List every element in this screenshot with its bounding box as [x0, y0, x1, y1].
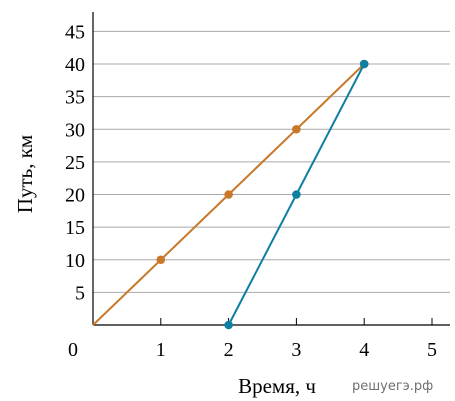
grid — [93, 30, 450, 293]
series-1-point-1 — [156, 255, 166, 265]
y-tick-label-30: 30 — [65, 119, 85, 141]
x-tick-label-1: 1 — [156, 339, 166, 361]
y-axis-title: Путь, км — [13, 135, 37, 213]
axes — [92, 12, 450, 326]
x-tick-label-2: 2 — [224, 339, 234, 361]
y-tick-label-20: 20 — [65, 185, 85, 207]
series-1-point-2 — [224, 190, 233, 199]
x-tick-label-5: 5 — [427, 339, 437, 361]
y-tick-label-10: 10 — [65, 250, 85, 272]
series-2-point-4 — [359, 59, 369, 69]
x-axis-title: Время, ч — [238, 374, 316, 398]
y-tick-label-45: 45 — [65, 21, 85, 43]
series-1-point-3 — [292, 124, 301, 134]
y-tick-label-25: 25 — [65, 152, 85, 174]
y-tick-label-5: 5 — [75, 282, 85, 304]
watermark-text: решуегэ.рф — [352, 379, 433, 394]
series-2-point-2 — [224, 320, 233, 330]
series — [92, 59, 369, 330]
series-2-point-3 — [292, 190, 301, 199]
x-tick-label-4: 4 — [359, 339, 369, 361]
x-tick-label-3: 3 — [291, 339, 301, 361]
origin-label: 0 — [68, 339, 78, 361]
y-tick-label-15: 15 — [65, 217, 85, 239]
y-tick-label-35: 35 — [65, 87, 85, 109]
y-tick-label-40: 40 — [65, 54, 85, 76]
